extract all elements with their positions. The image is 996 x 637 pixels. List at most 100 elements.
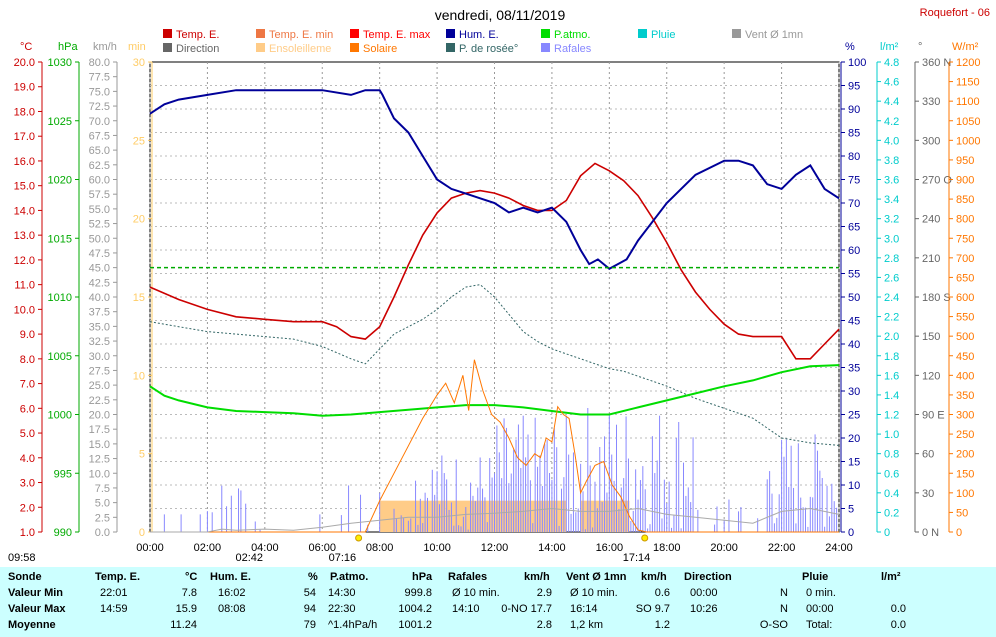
ytick-press-6: 1000 (48, 410, 72, 422)
legend-label-8: Ensoleilleme (269, 43, 331, 55)
table-cell-dir_v: O-SO (759, 619, 788, 631)
ytick-temp-0: 20.0 (14, 57, 35, 69)
table-cell-raf_v: 2.9 (536, 587, 552, 599)
ytick-wind-2: 75.0 (89, 86, 110, 98)
ytick-temp-17: 3.0 (20, 478, 35, 490)
axis-unit-dir: ° (918, 41, 922, 53)
series-line-0 (149, 162, 840, 360)
ytick-rain-7: 3.4 (884, 194, 899, 206)
xtick-5: 10:00 (423, 542, 451, 554)
table-cell-dir_v: N (780, 587, 788, 599)
xtick-1: 02:00 (194, 542, 222, 554)
ytick-wind-4: 70.0 (89, 116, 110, 128)
ytick-hum-7: 65 (848, 222, 860, 234)
header-hum: Hum. E. (210, 571, 251, 583)
ytick-hum-6: 70 (848, 198, 860, 210)
ytick-temp-18: 2.0 (20, 502, 35, 514)
legend-swatch-4 (541, 29, 550, 38)
table-cell-pluie_v: 0.0 (890, 619, 906, 631)
table-cell-hum_t: 16:02 (218, 587, 246, 599)
ytick-solar-21: 150 (956, 468, 974, 480)
ytick-hum-19: 5 (848, 504, 854, 516)
header-temp-unit: °C (185, 571, 198, 583)
sunset-icon (641, 534, 649, 542)
header-raf-unit: km/h (524, 571, 550, 583)
legend-swatch-6 (732, 29, 741, 38)
table-cell-hum_v: 79 (303, 619, 316, 631)
ytick-press-8: 990 (54, 527, 72, 539)
ytick-wind-1: 77.5 (89, 72, 110, 84)
ytick-rain-4: 4.0 (884, 135, 899, 147)
legend-swatch-0 (163, 29, 172, 38)
ytick-wind-13: 47.5 (89, 248, 110, 260)
ytick-solar-22: 100 (956, 488, 974, 500)
ytick-dir-10: 60 (922, 449, 934, 461)
table-cell-vent_t: Ø 10 min. (570, 587, 618, 599)
ytick-temp-4: 16.0 (14, 156, 35, 168)
legend-swatch-8 (256, 43, 265, 52)
ytick-hum-11: 45 (848, 316, 860, 328)
axis-unit-press: hPa (58, 41, 78, 53)
series-line-1 (149, 284, 840, 446)
header-pluie: Pluie (802, 571, 829, 583)
ytick-wind-22: 25.0 (89, 380, 110, 392)
ytick-hum-15: 25 (848, 410, 860, 422)
ytick-sun-2: 20 (133, 214, 145, 226)
ytick-rain-18: 1.2 (884, 410, 899, 422)
ytick-dir-11: 30 (922, 488, 934, 500)
axis-unit-solar: W/m² (952, 41, 979, 53)
ytick-press-0: 1030 (48, 57, 72, 69)
ytick-solar-24: 0 (956, 527, 962, 539)
table-cell-hum_v: 94 (303, 603, 316, 615)
ytick-dir-5: 210 (922, 253, 940, 265)
table-cell-press_v: 1001.2 (398, 619, 432, 631)
ytick-temp-7: 13.0 (14, 230, 35, 242)
header-temp: Temp. E. (95, 571, 141, 583)
xtick-11: 22:00 (768, 542, 796, 554)
ytick-wind-6: 65.0 (89, 145, 110, 157)
xtick-8: 16:00 (596, 542, 624, 554)
ytick-rain-5: 3.8 (884, 155, 899, 167)
x-axis: 00:00 02:00 04:00 06:00 08:00 10:00 12:00 14:00… (136, 542, 853, 554)
ytick-solar-6: 900 (956, 175, 974, 187)
ytick-temp-10: 10.0 (14, 304, 35, 316)
ytick-temp-15: 5.0 (20, 428, 35, 440)
xtick-10: 20:00 (710, 542, 738, 554)
legend-label-6: Vent Ø 1mn (745, 29, 803, 41)
ytick-wind-14: 45.0 (89, 263, 110, 275)
table-cell-dir_t: 10:26 (690, 603, 718, 615)
header-sonde: Sonde (8, 571, 42, 583)
table-cell-raf_v: 0-NO 17.7 (501, 603, 552, 615)
ytick-rain-15: 1.8 (884, 351, 899, 363)
table-cell-label: Valeur Max (8, 603, 66, 615)
axis-unit-hum: % (845, 41, 855, 53)
table-cell-raf_t: 14:10 (452, 603, 480, 615)
ytick-temp-11: 9.0 (20, 329, 35, 341)
legend-swatch-10 (446, 43, 455, 52)
axis-unit-wind: km/h (93, 41, 117, 53)
ytick-wind-12: 50.0 (89, 233, 110, 245)
ytick-temp-19: 1.0 (20, 527, 35, 539)
moonrise-time: 09:58 (8, 552, 36, 564)
table-cell-press_v: 1004.2 (398, 603, 432, 615)
table-cell-press_v: 999.8 (404, 587, 432, 599)
table-cell-hum_v: 54 (303, 587, 316, 599)
axis-unit-labels: °C hPa km/h min% l/m² ° W/m² (20, 41, 979, 53)
series-line-2 (149, 89, 840, 271)
legend-label-1: Temp. E. min (269, 29, 333, 41)
header-press-unit: hPa (412, 571, 433, 583)
ytick-sun-0: 30 (133, 57, 145, 69)
sunrise-icon (355, 534, 363, 542)
table-cell-temp_v: 7.8 (181, 587, 197, 599)
ytick-rain-11: 2.6 (884, 272, 899, 284)
legend-label-7: Direction (176, 43, 219, 55)
legend-swatch-7 (163, 43, 172, 52)
axis-unit-rain: l/m² (880, 41, 899, 53)
ytick-wind-17: 37.5 (89, 307, 110, 319)
ytick-rain-17: 1.4 (884, 390, 899, 402)
ytick-temp-6: 14.0 (14, 205, 35, 217)
ytick-hum-3: 85 (848, 128, 860, 140)
legend-swatch-5 (638, 29, 647, 38)
axis-unit-sun: min (128, 41, 146, 53)
